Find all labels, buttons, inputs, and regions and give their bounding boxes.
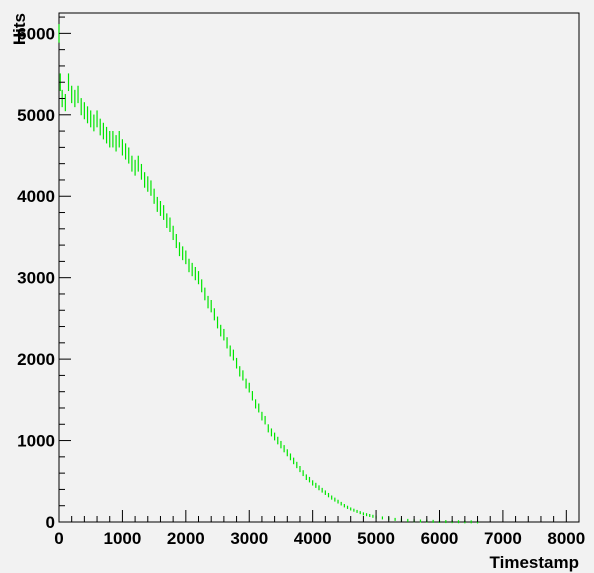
x-tick-label: 5000 [357,529,395,548]
x-tick-label: 7000 [484,529,522,548]
y-axis-ticks: 0 1000 2000 3000 4000 5000 6000 [17,16,71,532]
y-axis-label: Hits [10,13,29,45]
y-tick-label: 1000 [17,432,55,451]
plot-frame [58,12,580,523]
x-tick-label: 8000 [547,529,585,548]
x-tick-label: 4000 [294,529,332,548]
y-tick-label: 0 [46,513,55,532]
y-tick-label: 4000 [17,187,55,206]
x-tick-label: 3000 [230,529,268,548]
data-points [58,24,479,524]
y-tick-label: 2000 [17,350,55,369]
x-tick-label: 2000 [167,529,205,548]
x-axis-ticks: 0 1000 2000 3000 4000 5000 6000 7000 8000 [54,510,585,548]
x-axis-label: Timestamp [490,553,579,572]
x-tick-label: 0 [54,529,63,548]
y-tick-label: 6000 [17,24,55,43]
x-tick-label: 6000 [421,529,459,548]
x-tick-label: 1000 [104,529,142,548]
y-tick-label: 3000 [17,269,55,288]
y-tick-label: 5000 [17,106,55,125]
